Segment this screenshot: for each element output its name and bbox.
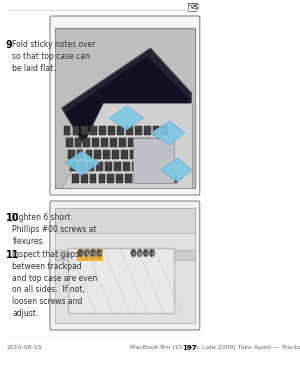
Bar — [70, 162, 76, 171]
Bar — [117, 126, 124, 135]
Bar — [97, 162, 103, 171]
Text: 11: 11 — [5, 250, 19, 260]
Bar — [68, 150, 75, 159]
Bar — [112, 150, 119, 159]
Bar — [128, 138, 135, 147]
Bar — [68, 248, 175, 313]
Bar — [125, 174, 132, 183]
Polygon shape — [61, 48, 192, 188]
Bar — [168, 162, 175, 171]
Bar — [66, 138, 73, 147]
Bar — [90, 126, 97, 135]
Bar — [130, 150, 137, 159]
Bar — [164, 138, 170, 147]
Bar — [166, 150, 172, 159]
Text: ✉: ✉ — [190, 2, 198, 12]
Bar — [139, 150, 146, 159]
Bar — [134, 138, 175, 183]
Bar — [123, 162, 130, 171]
Text: MacBook Pro (15-inch, Late 2008) Take Apart — Trackpad: MacBook Pro (15-inch, Late 2008) Take Ap… — [130, 345, 300, 350]
Bar — [137, 138, 144, 147]
Bar — [161, 126, 168, 135]
Bar — [92, 138, 99, 147]
Bar — [88, 162, 94, 171]
Bar — [105, 162, 112, 171]
Bar — [144, 126, 151, 135]
Bar — [99, 126, 106, 135]
Circle shape — [84, 249, 90, 257]
Polygon shape — [151, 121, 185, 145]
Bar — [90, 174, 97, 183]
Bar — [101, 138, 108, 147]
FancyBboxPatch shape — [50, 201, 200, 330]
Bar — [107, 174, 114, 183]
Bar — [119, 138, 126, 147]
Bar — [85, 150, 92, 159]
Polygon shape — [65, 151, 99, 175]
Bar — [81, 174, 88, 183]
Bar — [157, 150, 164, 159]
Circle shape — [90, 249, 96, 257]
Text: 2010-06-15: 2010-06-15 — [7, 345, 43, 350]
Bar — [108, 126, 115, 135]
Polygon shape — [65, 56, 188, 181]
Text: Inspect that gaps
between trackpad
and top case are even
on all sides.  If not,
: Inspect that gaps between trackpad and t… — [12, 250, 98, 318]
Bar — [94, 150, 101, 159]
Circle shape — [78, 249, 83, 257]
Bar — [116, 174, 123, 183]
Bar — [126, 126, 133, 135]
Bar — [135, 126, 142, 135]
Circle shape — [149, 249, 154, 257]
Bar — [55, 208, 195, 323]
Bar — [114, 162, 121, 171]
Bar — [103, 150, 110, 159]
Circle shape — [131, 249, 136, 257]
Circle shape — [137, 249, 142, 257]
Bar — [143, 174, 150, 183]
Bar — [141, 162, 148, 171]
Bar — [83, 138, 90, 147]
Text: Tighten 6 short
Phillips #00 screws at
flexures.: Tighten 6 short Phillips #00 screws at f… — [12, 213, 97, 246]
Circle shape — [143, 249, 148, 257]
Bar — [79, 162, 86, 171]
Bar — [159, 162, 166, 171]
Bar — [188, 3, 196, 11]
Bar — [81, 126, 88, 135]
FancyBboxPatch shape — [50, 16, 200, 195]
Bar — [132, 162, 139, 171]
Circle shape — [97, 249, 102, 257]
Polygon shape — [61, 103, 192, 188]
Bar — [77, 249, 103, 261]
Bar — [76, 150, 83, 159]
Bar — [121, 150, 128, 159]
Bar — [154, 138, 161, 147]
Text: 10: 10 — [5, 213, 19, 223]
Text: 9: 9 — [5, 40, 12, 50]
Text: Fold sticky notes over
so that top case can
be laid flat.: Fold sticky notes over so that top case … — [12, 40, 96, 73]
Bar — [110, 138, 117, 147]
Bar — [72, 174, 79, 183]
Bar — [148, 150, 154, 159]
Bar — [161, 174, 168, 183]
Bar — [73, 126, 80, 135]
Bar — [150, 162, 157, 171]
Bar — [98, 174, 105, 183]
Polygon shape — [110, 106, 144, 130]
Polygon shape — [161, 158, 192, 182]
Bar — [64, 126, 70, 135]
Bar — [146, 138, 153, 147]
Text: 197: 197 — [182, 345, 197, 351]
Bar — [55, 250, 195, 260]
Bar — [170, 174, 176, 183]
Bar — [153, 126, 159, 135]
Bar — [75, 138, 81, 147]
Bar — [152, 174, 159, 183]
Bar — [55, 208, 195, 233]
Polygon shape — [55, 28, 195, 188]
Bar — [134, 174, 141, 183]
